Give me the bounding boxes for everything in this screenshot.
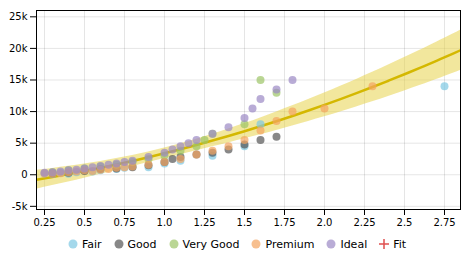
svg-text:2.25: 2.25 <box>353 217 375 228</box>
svg-text:10k: 10k <box>9 106 28 117</box>
html-text:Very Good: Very Good <box>182 237 240 251</box>
svg-text:1.0: 1.0 <box>157 217 173 228</box>
svg-text:15k: 15k <box>9 74 28 85</box>
svg-text:1.75: 1.75 <box>273 217 295 228</box>
html-text:Premium: Premium <box>265 237 315 251</box>
svg-text:0.75: 0.75 <box>113 217 135 228</box>
svg-text:0: 0 <box>21 169 27 180</box>
svg-text:25k: 25k <box>9 11 28 22</box>
svg-text:2.0: 2.0 <box>317 217 333 228</box>
svg-text:2.5: 2.5 <box>397 217 413 228</box>
svg-text:0.5: 0.5 <box>77 217 93 228</box>
html-text:Good: Good <box>127 237 157 251</box>
html-text:Fair: Fair <box>81 237 102 251</box>
svg-text:-5k: -5k <box>12 201 28 212</box>
html-text:Fit: Fit <box>393 237 407 251</box>
svg-text:0.25: 0.25 <box>33 217 55 228</box>
svg-text:5k: 5k <box>15 137 27 148</box>
svg-text:1.5: 1.5 <box>237 217 253 228</box>
svg-text:1.25: 1.25 <box>193 217 215 228</box>
svg-text:2.75: 2.75 <box>433 217 455 228</box>
html-text:Ideal: Ideal <box>340 237 368 251</box>
svg-text:20k: 20k <box>9 43 28 54</box>
